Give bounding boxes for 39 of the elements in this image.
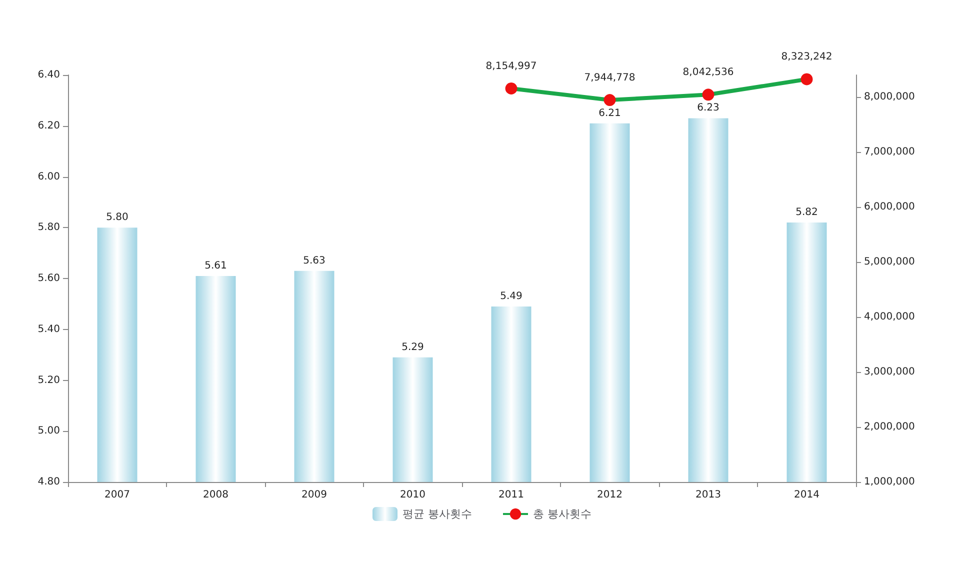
x-tick-label: 2011 (498, 490, 524, 500)
y2-tick-label: 5,000,000 (864, 256, 915, 268)
y2-tick-label: 7,000,000 (864, 146, 915, 158)
y2-tick-label: 8,000,000 (864, 92, 915, 102)
y-tick-label: 5.80 (38, 222, 60, 234)
y2-tick-label: 4,000,000 (864, 312, 915, 322)
y2-tick-label: 3,000,000 (864, 366, 915, 378)
y-tick-label: 6.20 (38, 120, 60, 132)
legend-label: 총 봉사횟수 (533, 508, 592, 520)
y-tick-label: 6.00 (38, 171, 60, 182)
data-label: 8,042,536 (682, 67, 734, 78)
x-tick-label: 2012 (597, 490, 622, 500)
y-tick-label: 4.80 (38, 476, 60, 488)
data-label: 6.23 (697, 102, 720, 114)
x-tick-label: 2013 (696, 490, 721, 500)
data-label: 5.29 (402, 342, 424, 353)
y-tick-label: 5.40 (38, 324, 60, 335)
data-label: 6.21 (598, 108, 621, 119)
y-tick-label: 5.00 (38, 426, 60, 437)
data-label: 7,944,778 (584, 72, 636, 84)
x-tick-label: 2010 (400, 490, 426, 500)
x-tick-label: 2009 (302, 490, 327, 500)
y-tick-label: 5.60 (38, 273, 60, 284)
data-label: 5.61 (204, 260, 227, 272)
data-label: 5.82 (796, 207, 818, 218)
data-label: 8,323,242 (781, 52, 832, 63)
data-label: 5.63 (303, 255, 326, 266)
data-label: 8,154,997 (486, 60, 537, 72)
x-tick-label: 2008 (203, 490, 228, 500)
y2-tick-label: 6,000,000 (864, 202, 915, 212)
data-label: 5.80 (106, 212, 128, 224)
legend-label: 평균 봉사횟수 (402, 508, 472, 520)
x-tick-label: 2007 (104, 490, 130, 500)
y2-tick-label: 1,000,000 (864, 476, 915, 488)
data-label: 5.49 (500, 290, 522, 302)
y-tick-label: 5.20 (38, 374, 60, 386)
y2-tick-label: 2,000,000 (864, 422, 915, 432)
y-tick-label: 6.40 (38, 70, 60, 80)
x-tick-label: 2014 (794, 490, 820, 500)
